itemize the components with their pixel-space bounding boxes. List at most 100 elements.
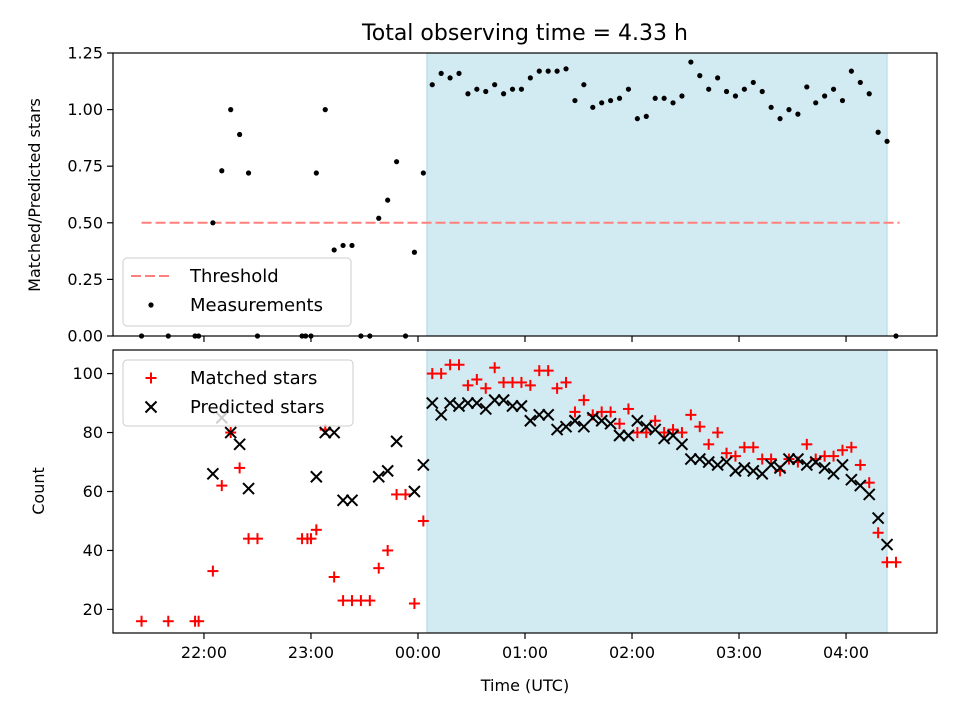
matched-star-point [453, 359, 465, 371]
matched-star-point [234, 462, 246, 474]
predicted-star-point [524, 414, 537, 427]
measurement-point [376, 215, 382, 221]
y-tick-label: 0.00 [67, 327, 103, 346]
bottom-panel: 20 40 60 80 100 22:00 23:00 00:00 01:00 02:00 03:0… [72, 349, 938, 662]
measurement-point [429, 82, 435, 88]
measurement-point [599, 100, 605, 106]
legend-matched-swatch [145, 372, 157, 384]
measurement-point [228, 107, 234, 113]
y-tick-label: 0.25 [67, 270, 103, 289]
predicted-star-point [443, 396, 457, 410]
bottom-axes: 20 40 60 80 100 22:00 23:00 00:00 01:00 02:00 03:0… [72, 349, 938, 662]
matched-star-point [193, 615, 205, 627]
predicted-star-point [845, 473, 858, 486]
matched-star-point [569, 406, 581, 418]
legend-box [122, 359, 354, 427]
measurement-point [670, 100, 676, 106]
observing-interval-shade [426, 349, 888, 634]
matched-star-point [828, 450, 840, 462]
matched-star-point [890, 556, 902, 568]
measurement-point [723, 88, 730, 95]
measurement-point [385, 197, 391, 203]
predicted-star-point [640, 420, 653, 433]
predicted-star-point [871, 511, 885, 525]
measurement-point [652, 95, 658, 101]
predicted-star-point [622, 429, 635, 442]
measurement-point [474, 86, 480, 92]
measurement-points [138, 59, 899, 339]
measurement-point [857, 79, 863, 86]
predicted-star-point [470, 396, 484, 410]
measurement-point [465, 91, 471, 97]
matched-star-point [703, 438, 715, 450]
measurement-point [438, 70, 444, 76]
measurement-point [732, 93, 739, 99]
matched-star-point [676, 427, 688, 439]
predicted-star-point [242, 482, 255, 495]
measurement-point [237, 131, 243, 138]
measurement-point [411, 249, 418, 255]
measurement-point [848, 68, 854, 74]
predicted-star-point [818, 461, 831, 475]
measurement-point [349, 242, 355, 249]
matched-star-point [435, 368, 447, 380]
matched-star-point [551, 382, 563, 394]
x-tick-label: 22:00 [181, 643, 227, 662]
measurement-point [572, 97, 578, 104]
x-tick-label: 00:00 [395, 643, 441, 662]
matched-star-point [400, 488, 412, 500]
legend-threshold-label: Threshold [189, 266, 279, 287]
x-tick-label: 03:00 [716, 643, 762, 662]
legend-box [122, 257, 352, 327]
bottom-y-axis-label: Count [29, 467, 48, 515]
measurement-point [509, 86, 516, 92]
legend-measurements-swatch [148, 302, 154, 308]
legend-matched-label: Matched stars [190, 368, 317, 389]
matched-star-point [524, 379, 536, 391]
measurement-point [331, 247, 337, 253]
measurement-point [643, 113, 649, 119]
measurement-point [715, 75, 721, 81]
predicted-star-point [345, 494, 359, 507]
y-tick-label: 60 [83, 482, 103, 501]
matched-star-point [515, 376, 527, 388]
measurement-point [393, 159, 400, 165]
matched-star-point [836, 444, 848, 456]
measurement-point [340, 242, 346, 249]
matched-star-point [712, 427, 724, 439]
predicted-star-point [461, 396, 475, 410]
count-points [136, 359, 902, 627]
matched-star-point [560, 376, 572, 388]
x-tick-label: 01:00 [502, 643, 548, 662]
predicted-star-point [764, 458, 778, 472]
matched-star-point [872, 527, 884, 539]
measurement-point [741, 86, 747, 92]
y-tick-label: 1.25 [67, 44, 103, 63]
measurement-point [759, 88, 765, 95]
matched-star-point [640, 427, 652, 439]
matched-star-point [251, 533, 263, 545]
predicted-star-point [738, 461, 751, 475]
y-tick-label: 100 [72, 364, 103, 383]
x-axis-label: Time (UTC) [480, 676, 569, 695]
measurement-point [563, 66, 569, 72]
y-tick-label: 0.50 [67, 213, 103, 232]
predicted-star-point [336, 494, 350, 507]
measurement-point [500, 91, 507, 97]
top-axes: 0.00 0.25 0.50 0.75 1.00 1.25 [67, 44, 938, 346]
matched-star-point [649, 415, 661, 427]
predicted-star-point [381, 464, 394, 478]
measurement-point [447, 75, 453, 81]
matched-star-point [658, 427, 670, 439]
predicted-star-point [559, 420, 573, 433]
measurement-point [822, 93, 828, 99]
predicted-star-point [497, 393, 510, 407]
measurement-point [804, 84, 810, 90]
measurement-point [492, 82, 498, 88]
measurement-point [616, 95, 623, 101]
legend-measurements-label: Measurements [190, 295, 323, 316]
measurement-point [581, 82, 587, 88]
matched-star-point [408, 598, 420, 610]
matched-star-point [382, 544, 394, 556]
